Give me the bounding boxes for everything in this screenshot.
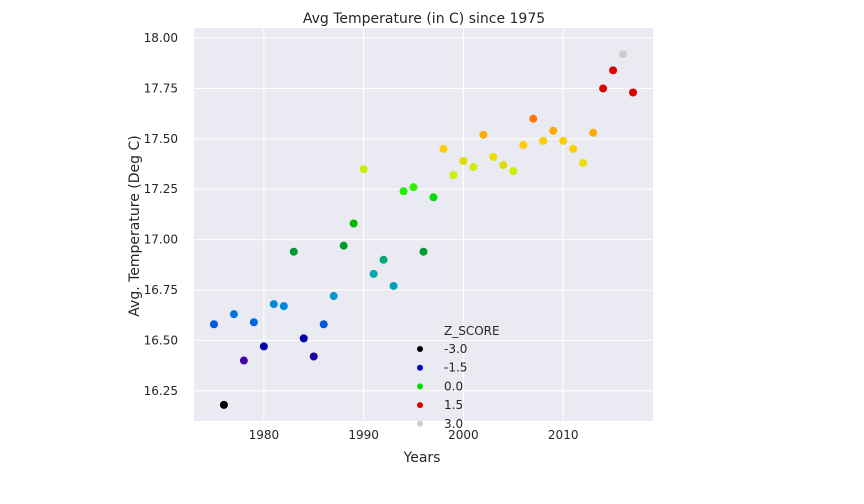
data-point: [549, 126, 558, 135]
data-point: [359, 165, 368, 174]
legend-marker: [417, 364, 423, 371]
x-tick-labels: 1980 1990 2000 2010: [249, 428, 579, 442]
data-point: [529, 114, 538, 123]
data-point: [519, 140, 528, 149]
data-point: [509, 167, 518, 176]
y-tick-label: 18.00: [144, 31, 178, 45]
data-point: [619, 50, 628, 59]
data-point: [489, 152, 498, 161]
data-point: [579, 159, 588, 168]
data-point: [559, 136, 568, 145]
data-point: [289, 247, 298, 256]
grid-lines: [194, 28, 653, 421]
x-axis-label: Years: [403, 450, 441, 466]
data-point: [569, 144, 578, 153]
plot-area: [194, 28, 653, 421]
legend-label: -1.5: [444, 361, 467, 375]
data-point: [249, 318, 258, 327]
data-point: [539, 136, 548, 145]
y-tick-label: 16.50: [144, 333, 178, 347]
data-point: [269, 300, 278, 309]
x-tick-label: 2000: [448, 428, 479, 442]
chart-title: Avg Temperature (in C) since 1975: [303, 11, 545, 27]
data-point: [439, 144, 448, 153]
legend-label: 3.0: [444, 417, 463, 431]
legend-marker: [417, 346, 423, 352]
y-tick-labels: 16.25 16.50 16.75 17.00 17.25 17.50 17.75 18.00: [144, 31, 178, 398]
y-tick-label: 17.50: [144, 132, 178, 146]
data-point: [419, 247, 428, 256]
data-point: [629, 88, 638, 97]
y-tick-label: 17.75: [144, 81, 178, 95]
data-point: [339, 241, 348, 250]
data-points: [209, 50, 638, 409]
data-point: [369, 269, 378, 278]
data-point: [479, 130, 488, 139]
data-point: [319, 320, 328, 329]
legend-label: 1.5: [444, 398, 463, 412]
data-point: [349, 219, 358, 228]
data-point: [279, 302, 288, 311]
data-point: [309, 352, 318, 361]
legend-label: 0.0: [444, 379, 463, 393]
data-point: [299, 334, 308, 343]
data-point: [449, 171, 458, 180]
legend-title: Z_SCORE: [444, 324, 500, 338]
y-tick-label: 17.25: [144, 182, 178, 196]
legend-marker: [417, 420, 423, 427]
data-point: [469, 163, 478, 172]
y-tick-label: 16.75: [144, 283, 178, 297]
y-tick-label: 17.00: [144, 233, 178, 247]
data-point: [239, 356, 248, 365]
data-point: [329, 292, 338, 301]
data-point: [499, 161, 508, 170]
x-tick-label: 1980: [249, 428, 280, 442]
x-tick-label: 1990: [348, 428, 379, 442]
legend-marker: [417, 383, 423, 390]
data-point: [609, 66, 618, 75]
data-point: [219, 400, 228, 409]
data-point: [229, 310, 238, 319]
legend: Z_SCORE -3.0 -1.5 0.0 1.5 3.0: [417, 324, 500, 431]
y-tick-label: 16.25: [144, 384, 178, 398]
data-point: [459, 157, 468, 166]
data-point: [409, 183, 418, 192]
y-axis-label: Avg. Temperature (Deg C): [127, 135, 143, 316]
legend-marker: [417, 402, 423, 409]
data-point: [589, 128, 598, 137]
data-point: [379, 255, 388, 264]
data-point: [599, 84, 608, 93]
legend-label: -3.0: [444, 342, 467, 356]
data-point: [389, 281, 398, 290]
data-point: [429, 193, 438, 202]
data-point: [209, 320, 218, 329]
x-tick-label: 2010: [548, 428, 579, 442]
data-point: [399, 187, 408, 196]
data-point: [259, 342, 268, 351]
